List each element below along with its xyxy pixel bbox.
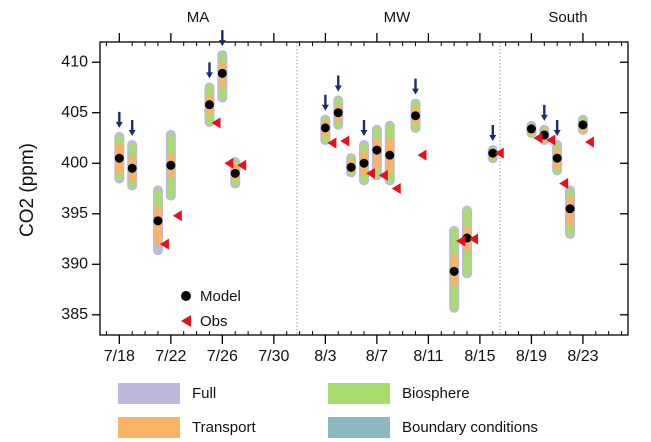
- model-dot: [346, 162, 356, 172]
- legend-label: Transport: [192, 419, 256, 436]
- region-label: MA: [187, 9, 210, 26]
- model-dot: [385, 150, 395, 160]
- legend-label: Obs: [200, 313, 228, 330]
- arrow: [115, 111, 123, 128]
- obs-triangle: [391, 183, 401, 194]
- y-tick-label: 385: [61, 306, 88, 323]
- region-label: MW: [384, 9, 411, 26]
- x-tick-label: 7/22: [155, 348, 186, 365]
- x-tick-label: 8/11: [413, 348, 443, 365]
- model-dot: [565, 204, 575, 214]
- y-axis-label: CO2 (ppm): [17, 143, 38, 237]
- model-dot: [578, 120, 588, 130]
- arrow: [489, 125, 497, 142]
- y-tick-label: 395: [61, 205, 88, 222]
- legend-swatch: [328, 383, 390, 404]
- arrow: [334, 75, 342, 92]
- obs-triangle: [237, 159, 247, 171]
- arrow: [128, 120, 136, 137]
- model-dot: [372, 145, 382, 155]
- model-dot: [526, 124, 536, 134]
- obs-triangle: [340, 135, 350, 147]
- obs-triangle: [172, 210, 182, 222]
- model-dot: [411, 111, 421, 121]
- obs-triangle: [417, 149, 427, 161]
- legend-label: Full: [192, 385, 216, 402]
- x-tick-label: 8/19: [516, 348, 547, 365]
- arrow: [360, 120, 368, 137]
- legend-label: Biosphere: [402, 385, 470, 402]
- model-dot: [166, 160, 176, 170]
- obs-triangle: [211, 117, 221, 129]
- model-dot: [449, 266, 459, 276]
- obs-triangle: [224, 157, 234, 169]
- obs-triangle: [559, 177, 569, 189]
- arrow: [218, 30, 226, 47]
- model-dot: [488, 148, 498, 158]
- obs-triangle: [159, 238, 169, 250]
- legend-label: Boundary conditions: [402, 419, 538, 436]
- obs-triangle: [469, 233, 479, 245]
- x-tick-label: 8/7: [366, 348, 388, 365]
- x-tick-label: 7/18: [104, 348, 135, 365]
- y-tick-label: 410: [61, 53, 88, 70]
- model-dot: [230, 168, 240, 178]
- legend-obs-marker: [181, 315, 191, 327]
- arrow: [205, 62, 213, 79]
- obs-triangle: [546, 134, 556, 146]
- model-dot: [153, 216, 163, 226]
- y-tick-label: 390: [61, 255, 88, 272]
- arrow: [553, 120, 561, 137]
- model-dot: [359, 158, 369, 168]
- obs-triangle: [533, 132, 543, 144]
- model-dot: [127, 163, 137, 173]
- obs-triangle: [327, 137, 337, 149]
- model-dot: [333, 108, 343, 118]
- obs-triangle: [378, 169, 388, 181]
- x-tick-label: 8/23: [567, 348, 598, 365]
- arrow: [540, 104, 548, 121]
- model-dot: [552, 153, 562, 163]
- x-tick-label: 7/26: [207, 348, 238, 365]
- obs-triangle: [584, 136, 594, 148]
- arrow: [412, 78, 420, 95]
- legend-label: Model: [200, 288, 241, 305]
- range-bar: [154, 205, 162, 247]
- model-dot: [114, 153, 124, 163]
- obs-triangle: [366, 167, 375, 179]
- obs-triangle: [494, 147, 504, 159]
- x-tick-label: 8/3: [314, 348, 336, 365]
- arrow: [321, 94, 329, 111]
- legend-swatch: [118, 383, 180, 404]
- legend-model-marker: [181, 291, 191, 301]
- legend-swatch: [118, 417, 180, 438]
- model-dot: [320, 123, 330, 133]
- y-tick-label: 400: [61, 154, 88, 171]
- model-dot: [204, 100, 214, 110]
- legend-swatch: [328, 417, 390, 438]
- y-tick-label: 405: [61, 104, 88, 121]
- x-tick-label: 8/15: [464, 348, 495, 365]
- x-tick-label: 7/30: [258, 348, 289, 365]
- obs-triangle: [456, 235, 466, 247]
- region-label: South: [548, 9, 587, 26]
- model-dot: [217, 68, 227, 78]
